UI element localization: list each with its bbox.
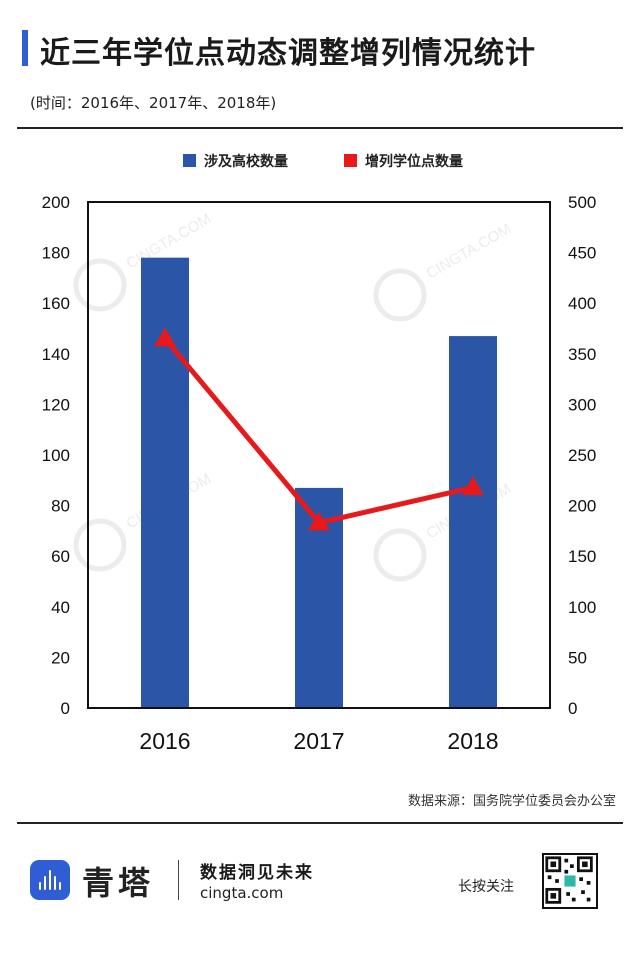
- bottom-divider: [17, 822, 623, 824]
- watermark-logo-icon: [373, 268, 427, 322]
- y-left-tick-label: 140: [42, 345, 70, 364]
- x-tick-label: 2016: [139, 728, 190, 754]
- y-left-tick-label: 180: [42, 244, 70, 263]
- y-left-tick-label: 120: [42, 395, 70, 414]
- brand-slogan: 数据洞见未来: [200, 863, 314, 883]
- brand-site: cingta.com: [200, 884, 284, 902]
- y-right-tick-label: 100: [568, 598, 596, 617]
- y-left-tick-label: 20: [51, 648, 70, 667]
- follow-label: 长按关注: [458, 879, 514, 895]
- watermark-text: CINGTA.COM: [424, 220, 515, 282]
- plot-frame: [87, 201, 551, 709]
- y-right-tick-label: 150: [568, 547, 596, 566]
- bar-2016: [141, 257, 189, 708]
- legend-swatch-line: [344, 154, 357, 167]
- brand-name: 青塔: [82, 864, 155, 902]
- x-tick-label: 2018: [447, 728, 498, 754]
- y-left-tick-label: 40: [51, 598, 70, 617]
- page-title: 近三年学位点动态调整增列情况统计: [40, 36, 536, 71]
- data-source: 数据来源：国务院学位委员会办公室: [407, 794, 616, 809]
- watermark-logo-icon: [73, 518, 127, 572]
- top-divider: [17, 127, 623, 129]
- legend-swatch-bars: [183, 154, 196, 167]
- page-subtitle: (时间：2016年、2017年、2018年): [30, 94, 277, 112]
- y-right-tick-label: 0: [568, 699, 577, 718]
- legend-label-line: 增列学位点数量: [365, 153, 463, 170]
- y-left-tick-label: 0: [61, 699, 70, 718]
- x-tick-label: 2017: [293, 728, 344, 754]
- y-left-tick-label: 200: [42, 193, 70, 212]
- y-right-tick-label: 200: [568, 497, 596, 516]
- title-accent-bar: [22, 30, 28, 66]
- y-left-tick-label: 160: [42, 294, 70, 313]
- cingta-logo-icon: [30, 860, 70, 900]
- bar-2018: [449, 336, 497, 708]
- y-left-tick-label: 100: [42, 446, 70, 465]
- y-right-tick-label: 350: [568, 345, 596, 364]
- line-point-2018: [462, 476, 484, 496]
- y-right-tick-label: 250: [568, 446, 596, 465]
- y-right-tick-label: 50: [568, 648, 587, 667]
- y-right-tick-label: 400: [568, 294, 596, 313]
- y-left-tick-label: 60: [51, 547, 70, 566]
- y-left-tick-label: 80: [51, 497, 70, 516]
- watermark-logo-icon: [73, 258, 127, 312]
- line-point-2016: [154, 327, 176, 347]
- watermark-logo-icon: [373, 528, 427, 582]
- y-right-tick-label: 300: [568, 395, 596, 414]
- y-right-tick-label: 450: [568, 244, 596, 263]
- line-point-2017: [308, 511, 330, 531]
- qr-code-icon[interactable]: [542, 853, 598, 909]
- y-right-tick-label: 500: [568, 193, 596, 212]
- chart: CINGTA.COMCINGTA.COMCINGTA.COMCINGTA.COM…: [42, 153, 597, 754]
- footer-divider: [178, 860, 179, 900]
- legend-label-bars: 涉及高校数量: [204, 153, 288, 170]
